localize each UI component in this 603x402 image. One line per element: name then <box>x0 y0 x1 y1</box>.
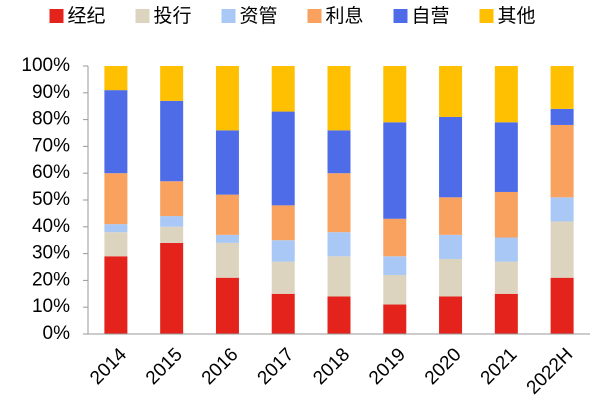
y-tick-label: 70% <box>32 135 70 156</box>
bar-segment <box>160 242 184 334</box>
y-tick-label: 50% <box>32 189 70 210</box>
bar-segment <box>494 237 518 262</box>
legend-swatch <box>49 9 64 23</box>
x-tick-label: 2019 <box>365 344 410 389</box>
bar-segment <box>160 181 184 217</box>
bar-segment <box>327 173 351 233</box>
y-tick-label: 100% <box>21 55 70 76</box>
bar-segment <box>550 277 574 334</box>
legend-label: 投行 <box>154 5 192 27</box>
bar-segment <box>550 66 574 109</box>
legend-swatch <box>393 9 408 23</box>
legend-label: 经纪 <box>68 5 106 27</box>
y-tick-label: 20% <box>32 269 70 290</box>
bar-segment <box>215 277 239 334</box>
bar-segment <box>439 66 463 117</box>
bar-segment <box>327 256 351 297</box>
y-tick-label: 30% <box>32 243 70 264</box>
bar-segment <box>550 124 574 198</box>
x-tick-label: 2020 <box>421 344 466 389</box>
bar-segment <box>271 240 295 262</box>
bar-segment <box>104 256 128 334</box>
legend-swatch <box>221 9 236 23</box>
bar-segment <box>327 66 351 131</box>
bar-segment <box>104 232 128 257</box>
bar-segment <box>160 66 184 101</box>
bar-segment <box>383 218 407 257</box>
bar-segment <box>160 226 184 243</box>
legend-swatch <box>479 9 494 23</box>
legend-label: 其他 <box>498 5 536 27</box>
bar-segment <box>215 130 239 195</box>
x-tick-label: 2015 <box>142 344 187 389</box>
x-tick-label: 2018 <box>309 344 354 389</box>
y-tick-label: 40% <box>32 216 70 237</box>
legend-label: 自营 <box>412 5 450 27</box>
bar-segment <box>215 194 239 235</box>
bar-segment <box>383 275 407 305</box>
bar-segment <box>550 108 574 125</box>
bar-segment <box>327 232 351 257</box>
bar-segment <box>160 100 184 182</box>
bar-segment <box>271 111 295 206</box>
bar-segment <box>327 130 351 174</box>
bar-segment <box>494 191 518 238</box>
bar-segment <box>439 197 463 235</box>
bar-segment <box>494 66 518 123</box>
bar-segment <box>215 234 239 243</box>
bar-segment <box>215 66 239 131</box>
x-tick-label: 2022H <box>523 344 577 398</box>
bar-segment <box>550 221 574 278</box>
bar-segment <box>383 122 407 219</box>
bar-segment <box>271 205 295 241</box>
legend-label: 资管 <box>240 5 278 27</box>
y-tick-label: 90% <box>32 82 70 103</box>
bar-segment <box>494 261 518 294</box>
x-tick-label: 2021 <box>477 344 522 389</box>
bar-segment <box>439 234 463 259</box>
bar-segment <box>327 296 351 334</box>
bar-segment <box>271 261 295 294</box>
y-tick-label: 0% <box>43 323 71 344</box>
x-tick-label: 2016 <box>198 344 243 389</box>
x-tick-label: 2014 <box>86 344 131 389</box>
bar-segment <box>494 122 518 192</box>
bar-segment <box>104 173 128 225</box>
bar-segment <box>215 242 239 278</box>
bar-segment <box>104 66 128 91</box>
bar-segment <box>160 216 184 227</box>
bar-segment <box>550 197 574 222</box>
bar-segment <box>383 304 407 334</box>
y-tick-label: 60% <box>32 162 70 183</box>
bar-segment <box>494 293 518 334</box>
y-tick-label: 80% <box>32 109 70 130</box>
legend-swatch <box>307 9 322 23</box>
bar-segment <box>271 293 295 334</box>
bar-segment <box>104 90 128 174</box>
bar-segment <box>383 256 407 276</box>
bar-segment <box>439 296 463 334</box>
bar-segment <box>439 116 463 198</box>
legend-label: 利息 <box>326 5 364 27</box>
bar-segment <box>271 66 295 112</box>
bar-segment <box>104 224 128 233</box>
x-tick-label: 2017 <box>254 344 299 389</box>
legend-swatch <box>135 9 150 23</box>
bar-segment <box>439 258 463 297</box>
bar-segment <box>383 66 407 123</box>
y-tick-label: 10% <box>32 296 70 317</box>
